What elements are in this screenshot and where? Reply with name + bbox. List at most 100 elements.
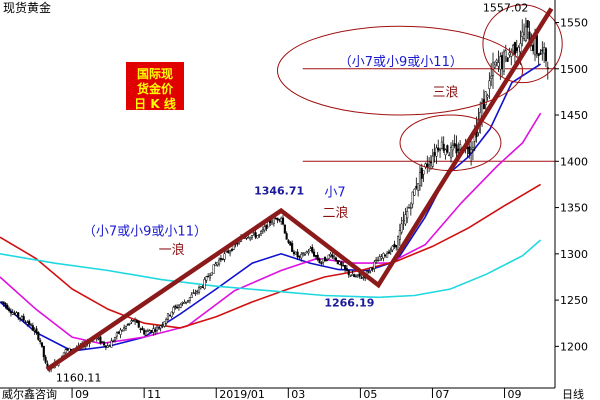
candle-body (448, 154, 451, 157)
candle-body (157, 328, 160, 330)
annotation-3: 二浪 (323, 206, 349, 221)
candle-body (508, 52, 511, 56)
candle-body (395, 245, 398, 248)
candle-body (340, 261, 343, 266)
candle-body (355, 275, 358, 278)
x-tick-5: 07 (435, 388, 449, 400)
candle-body (117, 331, 120, 334)
candle (367, 270, 370, 274)
candle-body (532, 44, 535, 51)
candle-body (28, 320, 31, 325)
candle-body (356, 274, 359, 276)
candle (502, 49, 506, 76)
candle-body (205, 276, 208, 281)
candle (179, 302, 182, 309)
candle-body (362, 276, 365, 279)
candle (316, 252, 319, 262)
y-tick-1400: 1400 (560, 155, 588, 168)
candle-body (470, 148, 473, 153)
candle-body (148, 330, 151, 333)
candle (137, 320, 140, 329)
candle-body (216, 261, 219, 266)
candle (344, 264, 347, 273)
x-tick-2: 2019/01 (219, 388, 265, 400)
candle-body (322, 258, 325, 263)
candle-body (471, 147, 474, 150)
candle-body (168, 314, 171, 317)
candle-body (493, 64, 496, 68)
annotation-5: 三浪 (432, 86, 458, 101)
candle (544, 46, 548, 68)
candle-body (159, 325, 162, 329)
candle-body (163, 321, 166, 327)
candle-body (276, 217, 279, 221)
candle-body (185, 301, 188, 304)
candle-body (188, 297, 191, 301)
chart-title: 现货黄金 (3, 0, 51, 15)
candle-body (187, 300, 190, 302)
candle (103, 340, 106, 347)
candle-body (155, 326, 159, 331)
candle-body (426, 163, 429, 168)
candle (386, 250, 389, 258)
candle-body (196, 290, 199, 293)
candle-body (9, 311, 12, 314)
candle-body (398, 230, 401, 240)
candle-body (194, 292, 197, 295)
candle-body (254, 232, 257, 238)
candle (119, 327, 122, 339)
candle-body (250, 235, 254, 238)
period-label: 日线 (562, 387, 584, 400)
candle-body (212, 264, 215, 274)
candle (141, 326, 144, 331)
candle (17, 311, 20, 321)
candle-body (218, 259, 221, 265)
candle-body (199, 286, 202, 289)
candle (409, 202, 412, 216)
candle (163, 321, 166, 328)
annotation-4: （小7或小9或小11） (339, 55, 463, 70)
candle-body (334, 257, 338, 262)
candle-body (397, 236, 400, 250)
candle-body (367, 271, 370, 273)
candle-body (31, 325, 34, 331)
candle (24, 320, 27, 323)
candle-body (106, 345, 109, 348)
candle (124, 325, 128, 331)
y-tick-1350: 1350 (560, 202, 588, 215)
candle-body (433, 152, 436, 156)
candle-body (349, 275, 352, 277)
candle-body (435, 147, 438, 157)
candle (331, 252, 334, 259)
candle (320, 261, 323, 267)
candle-body (411, 191, 414, 205)
candle-body (192, 292, 195, 294)
candle (398, 223, 401, 246)
candle-body (517, 47, 520, 57)
candle-body (128, 322, 131, 325)
candle-body (327, 254, 330, 259)
candle-body (263, 226, 266, 231)
candle (285, 231, 288, 240)
candle (389, 247, 392, 255)
candle-body (338, 261, 341, 265)
candle-body (490, 75, 493, 79)
y-tick-1500: 1500 (560, 63, 588, 76)
candle-body (15, 312, 18, 316)
candle (446, 144, 449, 154)
candle-body (409, 207, 412, 209)
candle-body (307, 251, 310, 254)
candle (249, 236, 252, 242)
candle (254, 229, 257, 240)
candle-body (20, 316, 23, 320)
annotation-1: 一浪 (159, 243, 185, 258)
candle-body (296, 251, 299, 258)
candle-body (440, 141, 443, 149)
candle (287, 239, 290, 244)
candle-body (417, 183, 420, 191)
candle-body (373, 261, 376, 269)
candle (373, 259, 376, 273)
candle-body (165, 319, 168, 324)
candle-body (258, 234, 261, 236)
candle (31, 322, 34, 331)
